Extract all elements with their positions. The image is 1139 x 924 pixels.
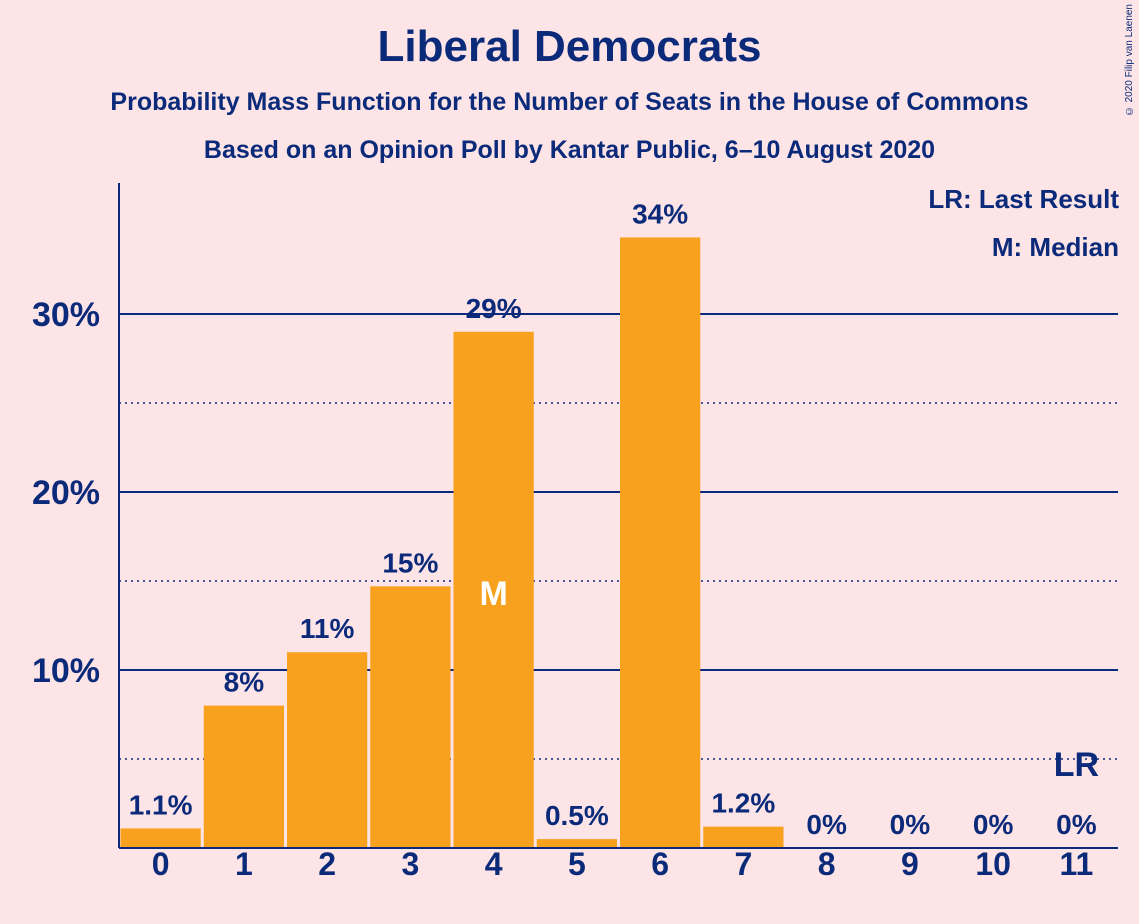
bar bbox=[453, 331, 534, 848]
x-tick-label: 10 bbox=[975, 846, 1011, 882]
data-label: 8% bbox=[224, 667, 265, 698]
data-label: 15% bbox=[382, 547, 438, 578]
chart-subtitle: Probability Mass Function for the Number… bbox=[110, 88, 1029, 116]
x-tick-label: 8 bbox=[818, 846, 836, 882]
data-label: 0% bbox=[890, 809, 931, 840]
median-marker: M bbox=[479, 575, 507, 613]
x-tick-label: 11 bbox=[1059, 846, 1093, 882]
bar bbox=[620, 237, 701, 848]
data-label: 11% bbox=[300, 613, 355, 644]
data-label: 0% bbox=[1056, 809, 1097, 840]
x-tick-label: 7 bbox=[734, 846, 752, 882]
bar bbox=[203, 705, 284, 848]
data-label: 29% bbox=[466, 293, 522, 324]
data-label: 1.1% bbox=[129, 789, 193, 820]
bar bbox=[703, 826, 784, 848]
legend-median: M: Median bbox=[991, 232, 1119, 262]
data-label: 0% bbox=[973, 809, 1014, 840]
x-tick-label: 1 bbox=[235, 846, 253, 882]
data-label: 0.5% bbox=[545, 800, 609, 831]
x-tick-label: 6 bbox=[651, 846, 669, 882]
chart-source: Based on an Opinion Poll by Kantar Publi… bbox=[203, 136, 936, 164]
x-tick-label: 4 bbox=[485, 846, 503, 882]
bar bbox=[120, 828, 201, 848]
data-label: 1.2% bbox=[711, 788, 775, 819]
y-tick-label: 30% bbox=[32, 296, 100, 334]
data-label: 34% bbox=[632, 198, 688, 229]
y-tick-label: 20% bbox=[32, 474, 100, 512]
x-tick-label: 0 bbox=[152, 846, 170, 882]
x-tick-label: 9 bbox=[901, 846, 919, 882]
x-tick-label: 5 bbox=[568, 846, 586, 882]
legend-last-result: LR: Last Result bbox=[928, 184, 1119, 214]
last-result-marker: LR bbox=[1054, 746, 1099, 784]
bar bbox=[370, 586, 451, 848]
y-tick-label: 10% bbox=[32, 652, 100, 690]
x-tick-label: 2 bbox=[318, 846, 336, 882]
chart-title: Liberal Democrats bbox=[377, 22, 762, 71]
bar bbox=[287, 652, 368, 848]
data-label: 0% bbox=[806, 809, 847, 840]
x-tick-label: 3 bbox=[401, 846, 419, 882]
bar bbox=[536, 839, 617, 848]
